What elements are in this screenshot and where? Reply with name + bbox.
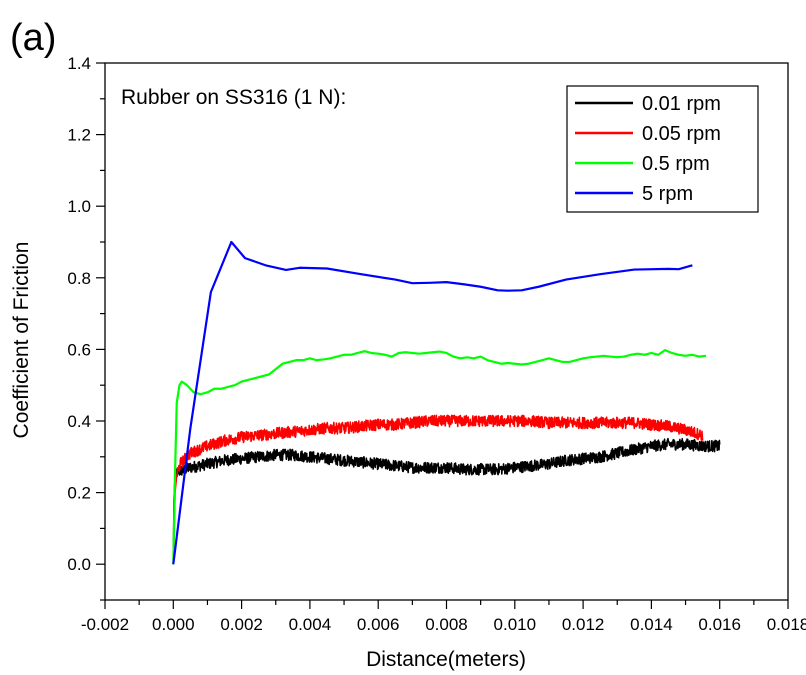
series-line-1: [172, 414, 704, 565]
x-tick-label: 0.010: [494, 615, 537, 634]
y-tick-label: 1.2: [67, 126, 91, 145]
x-tick-label: 0.016: [698, 615, 741, 634]
panel-label: (a): [10, 17, 56, 59]
chart-annotation: Rubber on SS316 (1 N):: [121, 86, 346, 109]
y-tick-label: 0.6: [67, 340, 91, 359]
y-tick-label: 1.0: [67, 197, 91, 216]
x-tick-label: -0.002: [81, 615, 129, 634]
series-line-0: [172, 437, 721, 565]
series-line-3: [172, 240, 693, 565]
x-tick-label: 0.018: [767, 615, 806, 634]
legend-label: 0.5 rpm: [642, 153, 710, 175]
x-tick-label: 0.008: [425, 615, 468, 634]
legend: 0.01 rpm 0.05 rpm 0.5 rpm 5 rpm: [566, 85, 759, 213]
legend-box: [566, 85, 759, 213]
ticks-layer: -0.002 0.000 0.002 0.004 0.006 0.008 0.010 0.01…: [67, 54, 806, 634]
y-tick-label: 0.0: [67, 555, 91, 574]
x-tick-label: 0.012: [562, 615, 605, 634]
legend-label: 5 rpm: [642, 183, 693, 205]
x-tick-label: 0.004: [289, 615, 332, 634]
y-axis-label: Coefficient of Friction: [10, 242, 33, 439]
legend-label: 0.01 rpm: [642, 93, 721, 115]
x-tick-label: 0.000: [152, 615, 195, 634]
y-tick-label: 0.4: [67, 412, 91, 431]
x-axis-label: Distance(meters): [366, 648, 526, 671]
y-tick-label: 0.2: [67, 484, 91, 503]
y-tick-label: 1.4: [67, 54, 91, 73]
x-tick-label: 0.014: [630, 615, 673, 634]
x-tick-label: 0.006: [357, 615, 400, 634]
series-line-2: [172, 349, 707, 565]
series-layer: [172, 240, 721, 565]
x-tick-label: 0.002: [220, 615, 263, 634]
legend-label: 0.05 rpm: [642, 123, 721, 145]
y-tick-label: 0.8: [67, 269, 91, 288]
